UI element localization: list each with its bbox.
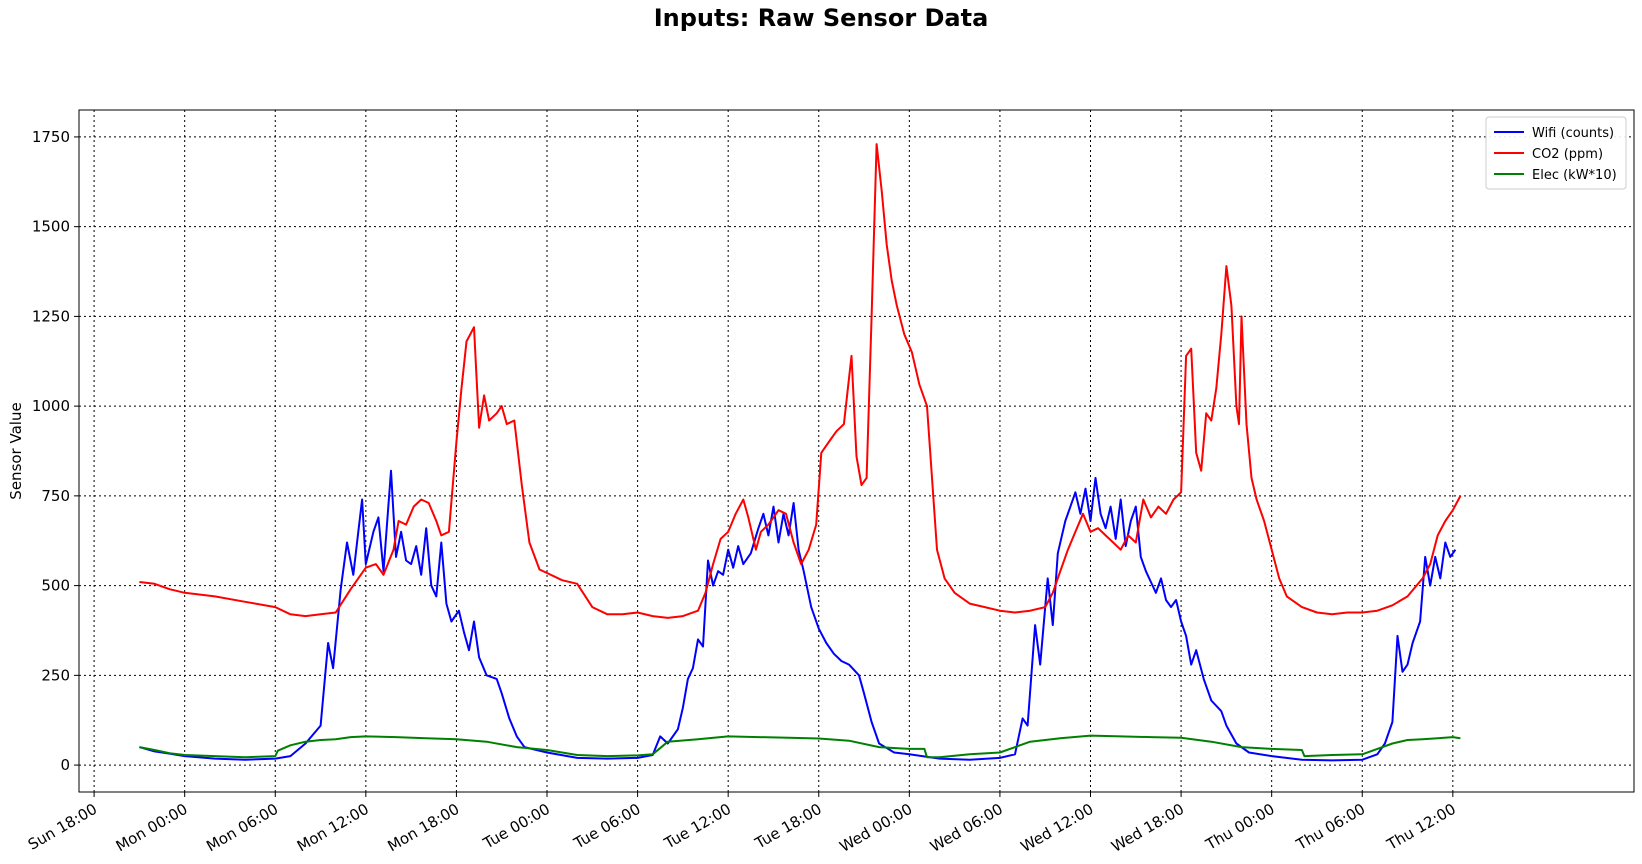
x-tick-label: Wed 00:00 xyxy=(836,800,915,856)
legend-entry: CO2 (ppm) xyxy=(1532,147,1603,162)
y-tick-label: 1000 xyxy=(32,397,70,415)
x-tick-label: Wed 06:00 xyxy=(927,800,1006,856)
y-tick-label: 750 xyxy=(41,487,70,505)
y-tick-label: 250 xyxy=(41,666,70,684)
x-tick-label: Tue 18:00 xyxy=(751,800,825,853)
legend: Wifi (counts) CO2 (ppm) Elec (kW*10) xyxy=(1485,116,1627,190)
x-tick-label: Wed 18:00 xyxy=(1108,800,1187,856)
x-tick-label: Thu 12:00 xyxy=(1383,800,1459,854)
x-tick-label: Tue 06:00 xyxy=(570,800,644,853)
series-line-1 xyxy=(139,143,1462,619)
x-axis-ticks: Sun 18:00 Mon 00:00 Mon 06:00 Mon 12:00 Mon … xyxy=(25,792,1459,856)
x-tick-label: Thu 00:00 xyxy=(1202,800,1278,854)
x-tick-label: Mon 06:00 xyxy=(203,800,281,855)
x-tick-label: Mon 00:00 xyxy=(113,800,191,855)
legend-entry: Wifi (counts) xyxy=(1532,126,1614,141)
x-tick-label: Mon 12:00 xyxy=(294,800,372,855)
x-tick-label: Thu 06:00 xyxy=(1292,800,1368,854)
y-tick-label: 0 xyxy=(60,756,70,774)
series-line-2 xyxy=(139,734,1461,759)
y-tick-label: 500 xyxy=(41,577,70,595)
x-tick-label: Sun 18:00 xyxy=(25,800,100,854)
x-tick-label: Mon 18:00 xyxy=(384,800,462,855)
legend-entry: Elec (kW*10) xyxy=(1532,168,1617,183)
series-lines xyxy=(139,143,1462,762)
x-tick-label: Wed 12:00 xyxy=(1018,800,1097,856)
legend-box xyxy=(1485,116,1627,190)
y-axis-ticks: 0 250 500 750 1000 1250 1500 1750 xyxy=(32,128,79,774)
y-tick-label: 1750 xyxy=(32,128,70,146)
series-line-0 xyxy=(139,469,1457,762)
y-tick-label: 1250 xyxy=(32,307,70,325)
x-tick-label: Tue 00:00 xyxy=(479,800,553,853)
y-axis-label: Sensor Value xyxy=(7,402,25,499)
plot-frame xyxy=(78,109,1635,793)
chart-title: Inputs: Raw Sensor Data xyxy=(653,4,989,32)
x-tick-label: Tue 12:00 xyxy=(661,800,735,853)
y-tick-label: 1500 xyxy=(32,218,70,236)
